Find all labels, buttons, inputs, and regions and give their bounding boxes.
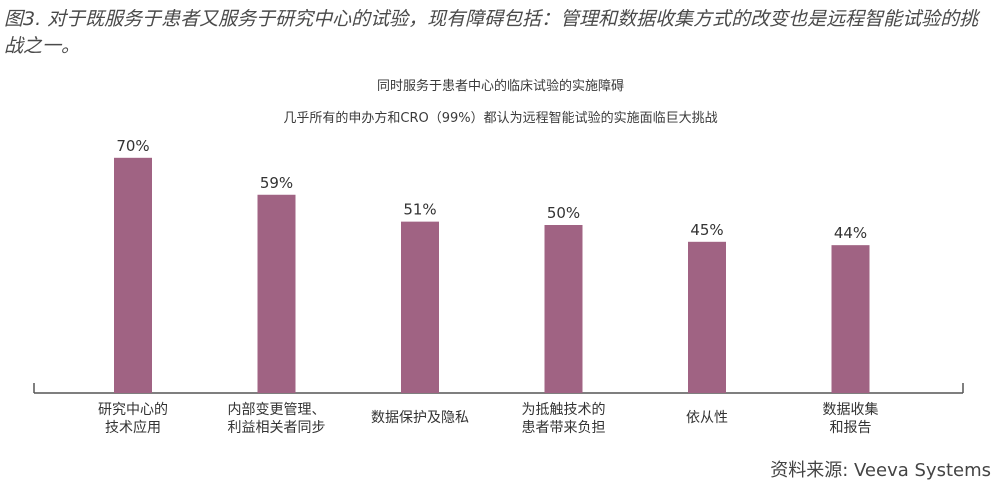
category-label-4-line-1: 为抵触技术的 <box>522 402 606 418</box>
value-label-6: 44% <box>834 224 867 242</box>
category-label-1-line-1: 研究中心的 <box>98 402 168 418</box>
figure-caption: 图3. 对于既服务于患者又服务于研究中心的试验，现有障碍包括：管理和数据收集方式… <box>4 8 979 57</box>
value-label-2: 59% <box>260 174 293 192</box>
bar-3 <box>401 221 439 393</box>
value-label-3: 51% <box>403 201 436 219</box>
value-label-1: 70% <box>116 137 149 155</box>
bar-5 <box>688 241 726 393</box>
category-label-4-line-2: 患者带来负担 <box>522 420 606 436</box>
value-label-5: 45% <box>690 221 723 239</box>
category-label-6-line-2: 和报告 <box>830 420 872 436</box>
category-label-6-line-1: 数据收集 <box>823 401 879 418</box>
category-label-2-line-2: 利益相关者同步 <box>228 420 326 436</box>
category-label-2-line-1: 内部变更管理、 <box>228 402 326 418</box>
category-label-3: 数据保护及隐私 <box>371 410 469 426</box>
bar-2 <box>257 194 296 393</box>
category-label-5: 依从性 <box>686 410 728 426</box>
chart-title: 同时服务于患者中心的临床试验的实施障碍 <box>376 79 624 94</box>
chart-subtitle: 几乎所有的申办方和CRO（99%）都认为远程智能试验的实施面临巨大挑战 <box>283 111 718 126</box>
source-note: 资料来源: Veeva Systems <box>770 460 991 481</box>
value-label-4: 50% <box>547 204 580 222</box>
bar-6 <box>831 245 870 393</box>
bar-4 <box>544 225 583 393</box>
bar-1 <box>114 157 152 393</box>
category-label-1-line-2: 技术应用 <box>105 419 161 436</box>
